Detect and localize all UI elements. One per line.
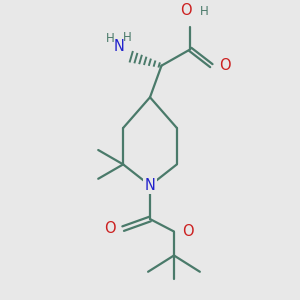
Text: O: O bbox=[182, 224, 193, 239]
Text: O: O bbox=[104, 221, 116, 236]
Text: O: O bbox=[181, 3, 192, 18]
Text: O: O bbox=[219, 58, 231, 73]
Text: H: H bbox=[200, 5, 208, 18]
Text: H: H bbox=[106, 32, 115, 45]
Text: H: H bbox=[123, 31, 131, 44]
Text: N: N bbox=[114, 39, 125, 54]
Text: N: N bbox=[145, 178, 155, 193]
